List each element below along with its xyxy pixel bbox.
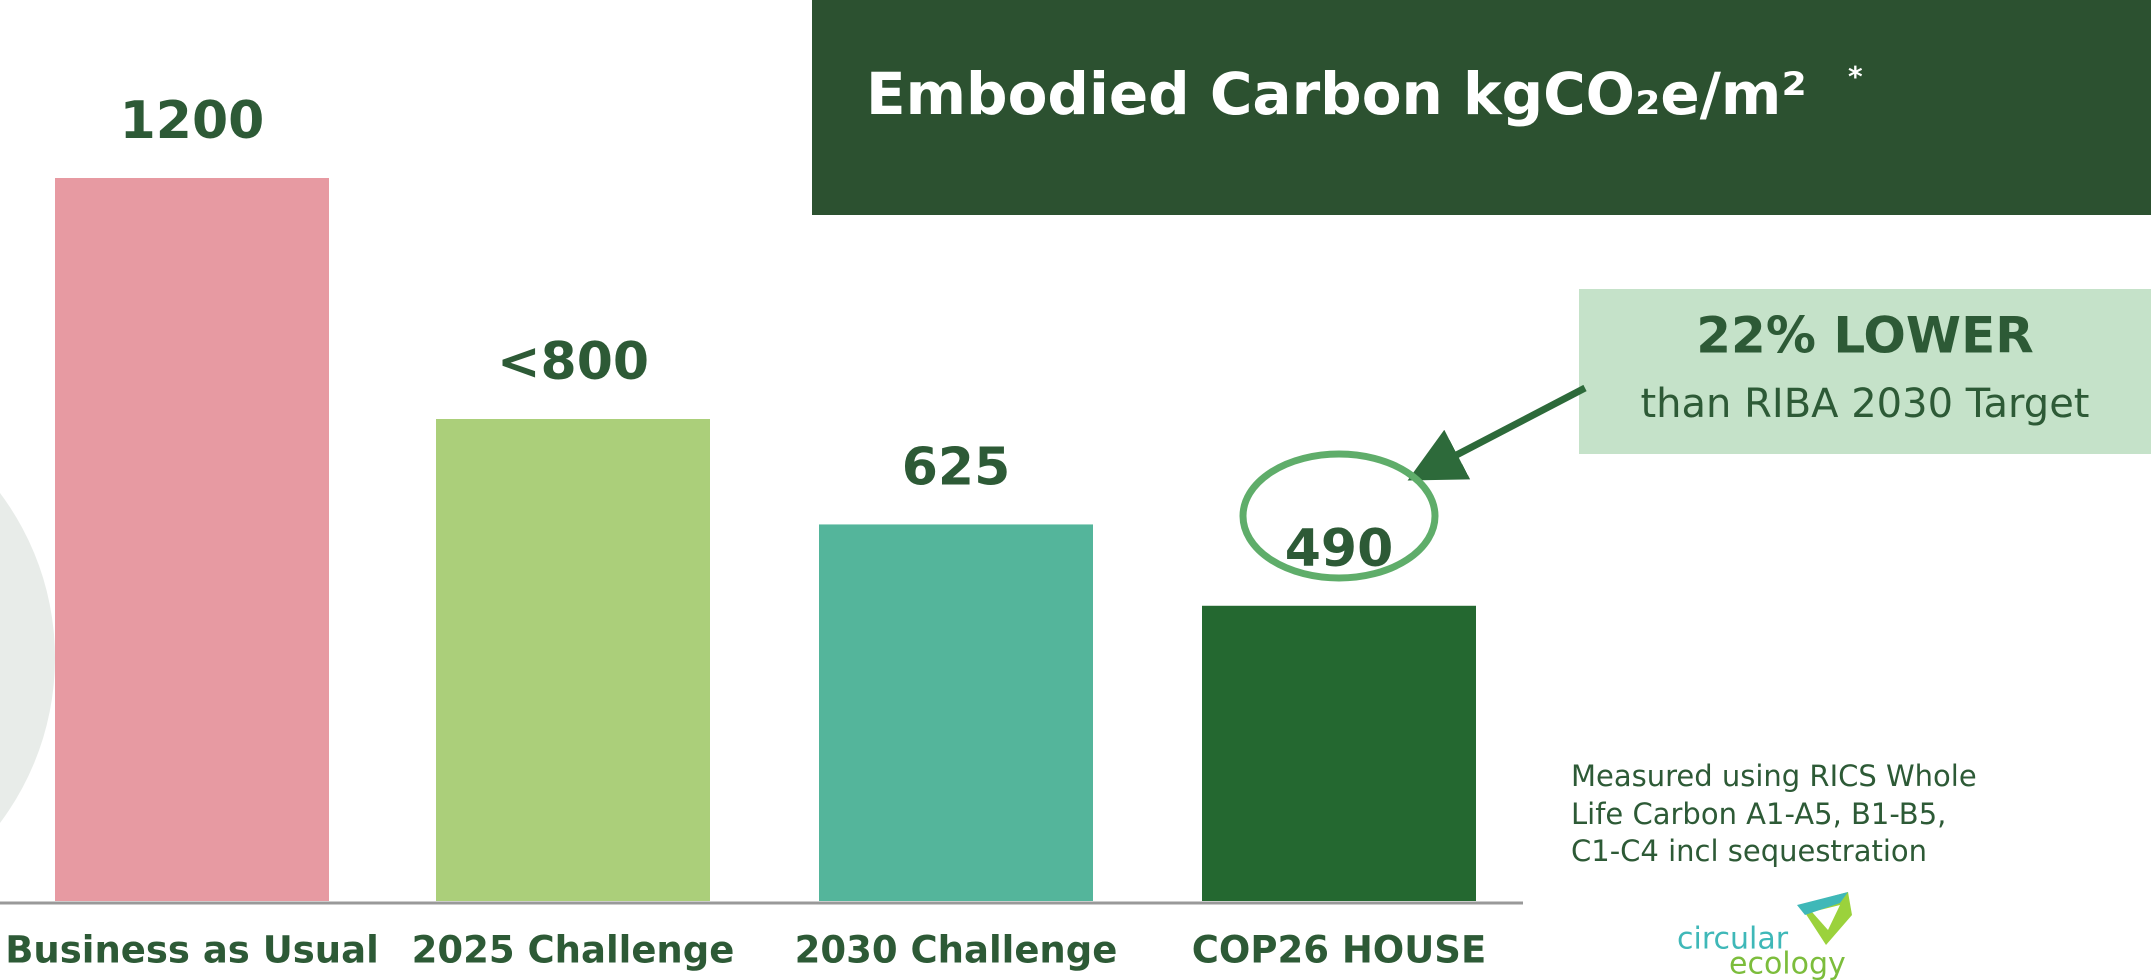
logo-shape bbox=[1797, 892, 1848, 915]
note-line: C1-C4 incl sequestration bbox=[1571, 834, 1927, 868]
bar bbox=[819, 524, 1093, 901]
x-tick-label: 2025 Challenge bbox=[412, 929, 735, 972]
annotation-text: than RIBA 2030 Target bbox=[1641, 381, 2090, 427]
title-box bbox=[812, 0, 2151, 215]
chart-title: Embodied Carbon kgCO₂e/m² bbox=[866, 60, 1807, 128]
note-line: Measured using RICS Whole bbox=[1571, 759, 1977, 793]
logo-text: circular bbox=[1677, 922, 1789, 957]
annotation-headline: 22% LOWER bbox=[1696, 307, 2033, 365]
note-line: Life Carbon A1-A5, B1-B5, bbox=[1571, 797, 1946, 831]
bar bbox=[55, 178, 329, 901]
data-label: 490 bbox=[1285, 519, 1394, 579]
data-label: 625 bbox=[902, 437, 1011, 497]
x-tick-label: 2030 Challenge bbox=[795, 929, 1118, 972]
highlight-ellipse bbox=[1239, 450, 1439, 582]
data-label: 1200 bbox=[120, 91, 265, 151]
logo-shape bbox=[1812, 905, 1840, 930]
annotation-arrow bbox=[1407, 384, 1587, 481]
x-tick-label: COP26 HOUSE bbox=[1192, 929, 1486, 972]
data-label: <800 bbox=[497, 332, 649, 392]
bar bbox=[1202, 605, 1476, 901]
annotation-box bbox=[1579, 289, 2151, 454]
x-tick-label: Business as Usual bbox=[5, 929, 379, 972]
background-shape bbox=[0, 493, 55, 823]
bar bbox=[436, 419, 710, 901]
title-note: * bbox=[1848, 60, 1863, 93]
logo-text: ecology bbox=[1729, 947, 1846, 980]
